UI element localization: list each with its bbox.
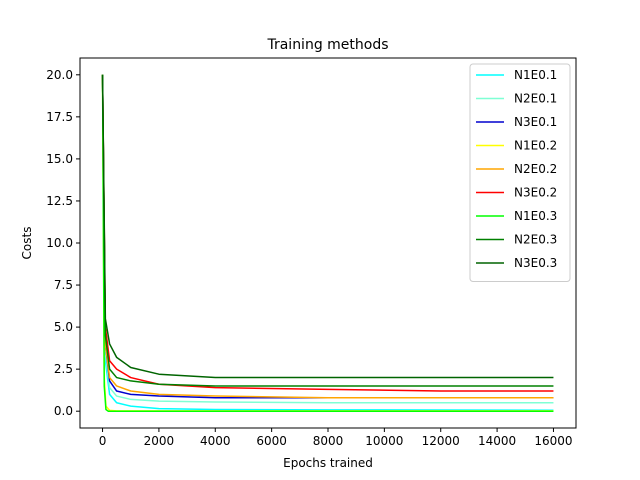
legend: N1E0.1 N2E0.1 N3E0.1 N1E0.2 N2E0.2 N3E0.2 N1E0…: [469, 63, 571, 282]
legend-entry: N3E0.3: [514, 256, 557, 270]
x-axis-label: Epochs trained: [283, 456, 373, 470]
x-tick-label: 6000: [256, 434, 287, 448]
series-line-n2e0-1: [101, 74, 554, 404]
legend-box: [469, 63, 571, 282]
series-line-n1e0-3: [101, 74, 554, 412]
series-line-n2e0-3: [101, 74, 554, 387]
y-tick-label: 2.5: [54, 362, 73, 376]
x-tick-label: 12000: [422, 434, 460, 448]
y-tick-label: 5.0: [54, 320, 73, 334]
legend-entry: N1E0.2: [514, 139, 557, 153]
y-tick-label: 12.5: [46, 194, 73, 208]
legend-entry: N3E0.1: [514, 115, 557, 129]
x-axis: 0 2000 4000 6000 8000 10000 12000 14000 16000: [99, 428, 573, 448]
legend-entry: N2E0.3: [514, 233, 557, 247]
y-tick-label: 0.0: [54, 404, 73, 418]
series-line-n3e0-3: [101, 74, 554, 379]
series-layer: [101, 74, 554, 412]
series-line-n2e0-2: [101, 74, 554, 399]
x-tick-label: 10000: [365, 434, 403, 448]
series-line-n3e0-2: [101, 74, 554, 392]
x-tick-label: 14000: [478, 434, 516, 448]
x-tick-label: 8000: [313, 434, 344, 448]
x-tick-label: 2000: [144, 434, 175, 448]
y-tick-label: 20.0: [46, 68, 73, 82]
y-tick-label: 10.0: [46, 236, 73, 250]
x-tick-label: 4000: [200, 434, 231, 448]
legend-entry: N2E0.1: [514, 92, 557, 106]
legend-entry: N1E0.1: [514, 68, 557, 82]
x-tick-label: 16000: [534, 434, 572, 448]
legend-entry: N3E0.2: [514, 186, 557, 200]
x-tick-label: 0: [99, 434, 107, 448]
legend-entry: N2E0.2: [514, 162, 557, 176]
y-tick-label: 15.0: [46, 152, 73, 166]
y-axis-label: Costs: [20, 227, 34, 260]
legend-entry: N1E0.3: [514, 209, 557, 223]
y-axis: 0.0 2.5 5.0 7.5 10.0 12.5 15.0 17.5 20.0: [46, 68, 80, 418]
y-tick-label: 17.5: [46, 110, 73, 124]
series-line-n1e0-1: [101, 74, 554, 411]
y-tick-label: 7.5: [54, 278, 73, 292]
chart-title: Training methods: [266, 37, 388, 53]
